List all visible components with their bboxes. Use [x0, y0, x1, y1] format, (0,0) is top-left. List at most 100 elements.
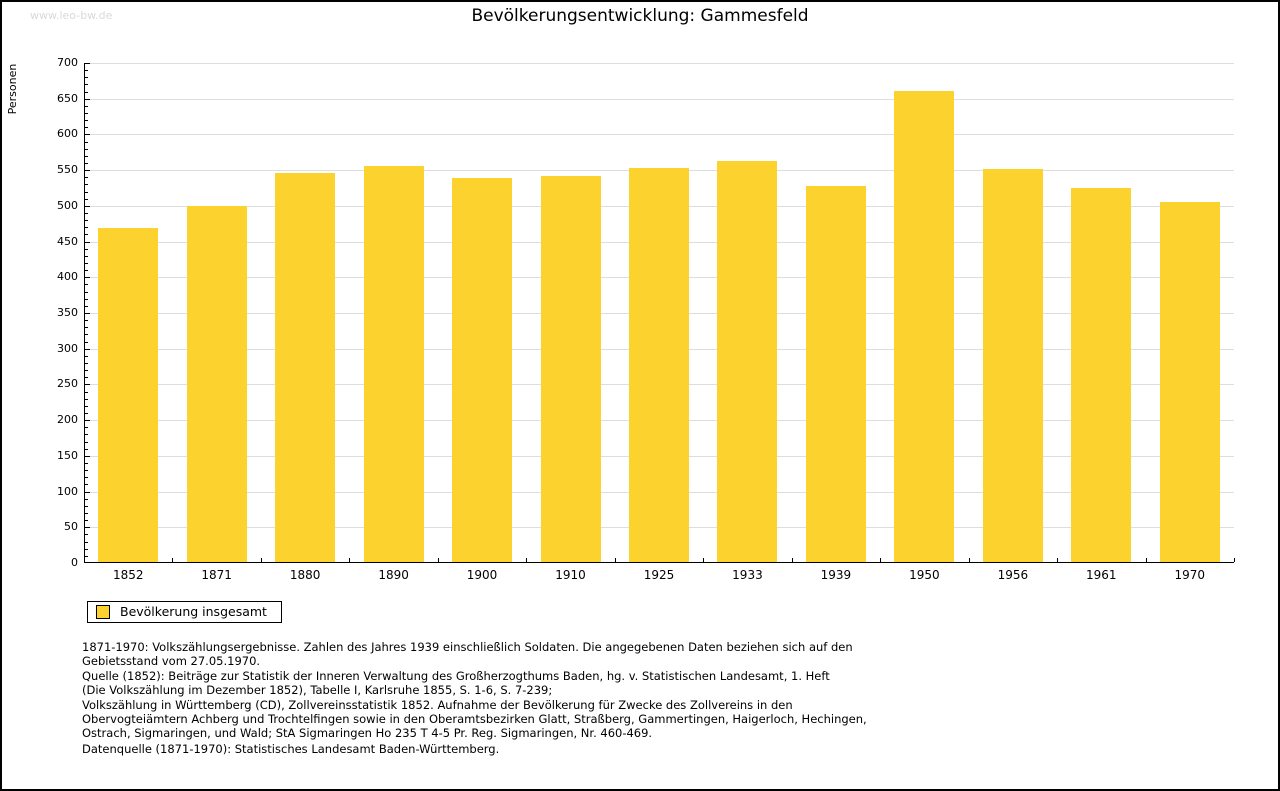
- bar: [629, 168, 689, 562]
- legend: Bevölkerung insgesamt: [87, 601, 282, 623]
- y-major-tick: [85, 170, 90, 172]
- x-tick: [526, 558, 528, 562]
- y-minor-tick: [85, 291, 88, 293]
- y-minor-tick: [85, 155, 88, 157]
- x-tick: [1234, 558, 1235, 562]
- y-minor-tick: [85, 413, 88, 414]
- y-tick-label: 300: [57, 341, 78, 355]
- bar: [275, 172, 336, 562]
- bar: [540, 176, 601, 562]
- footnotes: 1871-1970: Volkszählungsergebnisse. Zahl…: [82, 640, 867, 741]
- y-minor-tick: [85, 513, 88, 514]
- x-tick: [791, 558, 793, 562]
- y-minor-tick: [85, 191, 88, 193]
- footnote-line: Obervogteiämtern Achberg und Trochtelfin…: [82, 712, 867, 727]
- y-minor-tick: [85, 405, 88, 407]
- watermark: www.leo-bw.de: [30, 9, 113, 22]
- y-minor-tick: [85, 391, 88, 393]
- y-major-tick: [85, 348, 90, 350]
- y-minor-tick: [85, 463, 88, 464]
- footnote-line: 1871-1970: Volkszählungsergebnisse. Zahl…: [82, 640, 853, 654]
- bar: [894, 91, 955, 562]
- x-tick: [703, 558, 705, 562]
- y-major-tick: [85, 384, 90, 386]
- y-minor-tick: [85, 341, 88, 343]
- y-minor-tick: [85, 498, 88, 500]
- y-minor-tick: [85, 363, 88, 364]
- y-minor-tick: [85, 263, 88, 264]
- y-minor-tick: [85, 555, 88, 557]
- y-minor-tick: [85, 484, 88, 486]
- bar: [1071, 188, 1132, 562]
- y-tick-label: 150: [57, 448, 78, 462]
- x-tick-label: 1925: [643, 568, 675, 582]
- y-minor-tick: [85, 377, 88, 379]
- x-tick-label: 1961: [1086, 568, 1117, 582]
- x-tick-label: 1950: [909, 568, 940, 582]
- y-minor-tick: [85, 477, 88, 479]
- y-minor-tick: [85, 327, 88, 329]
- y-tick-label: 0: [71, 556, 78, 569]
- footnote-line: Ostrach, Sigmaringen, und Wald; StA Sigm…: [82, 726, 653, 741]
- y-minor-tick: [85, 534, 88, 536]
- y-minor-tick: [85, 120, 88, 122]
- y-minor-tick: [85, 184, 88, 186]
- bar: [452, 178, 513, 562]
- y-tick-label: 500: [57, 198, 78, 212]
- y-tick-label: 100: [57, 484, 78, 498]
- x-tick: [880, 558, 882, 562]
- y-minor-tick: [85, 305, 88, 307]
- x-tick-label: 1933: [732, 568, 763, 582]
- gridline: [85, 134, 1234, 136]
- y-major-tick: [85, 205, 90, 207]
- x-tick: [968, 558, 970, 562]
- x-tick: [1057, 558, 1059, 562]
- y-major-tick: [85, 455, 90, 457]
- y-minor-tick: [85, 234, 88, 236]
- y-major-tick: [85, 63, 90, 64]
- legend-label: Bevölkerung insgesamt: [120, 604, 267, 619]
- y-minor-tick: [85, 255, 88, 257]
- x-tick-label: 1890: [378, 568, 409, 582]
- y-minor-tick: [85, 220, 88, 222]
- y-major-tick: [85, 313, 90, 314]
- y-minor-tick: [85, 520, 88, 522]
- y-minor-tick: [85, 198, 88, 200]
- y-minor-tick: [85, 298, 88, 300]
- y-minor-tick: [85, 270, 88, 272]
- x-tick-label: 1880: [289, 568, 321, 582]
- footnote-line: (Die Volkszählung im Dezember 1852), Tab…: [82, 683, 553, 698]
- y-minor-tick: [85, 70, 88, 72]
- y-minor-tick: [85, 91, 88, 93]
- datasource-line: Datenquelle (1871-1970): Statistisches L…: [82, 742, 500, 756]
- y-minor-tick: [85, 113, 88, 114]
- plot-area: [84, 63, 1235, 563]
- bar: [805, 186, 866, 562]
- y-minor-tick: [85, 227, 88, 229]
- y-minor-tick: [85, 541, 88, 543]
- x-tick: [1145, 558, 1147, 562]
- y-tick-label: 400: [57, 270, 78, 284]
- y-axis-line: [84, 63, 85, 563]
- x-tick-label: 1910: [555, 568, 586, 582]
- y-major-tick: [85, 527, 90, 529]
- y-minor-tick: [85, 427, 88, 429]
- x-tick: [84, 558, 85, 562]
- gridline: [85, 98, 1234, 100]
- x-tick: [349, 558, 351, 562]
- y-tick-label: 450: [57, 234, 78, 248]
- x-tick-label: 1939: [820, 568, 852, 582]
- y-minor-tick: [85, 77, 88, 79]
- y-minor-tick: [85, 163, 88, 164]
- y-tick-label: 50: [64, 520, 78, 534]
- y-minor-tick: [85, 355, 88, 357]
- y-minor-tick: [85, 148, 88, 150]
- x-tick: [614, 558, 616, 562]
- chart-title: Bevölkerungsentwicklung: Gammesfeld: [471, 6, 809, 26]
- y-minor-tick: [85, 213, 88, 214]
- x-tick-label: 1852: [112, 568, 144, 582]
- y-minor-tick: [85, 248, 88, 250]
- y-tick-label: 700: [57, 56, 78, 69]
- footnote-line: Quelle (1852): Beiträge zur Statistik de…: [82, 668, 830, 683]
